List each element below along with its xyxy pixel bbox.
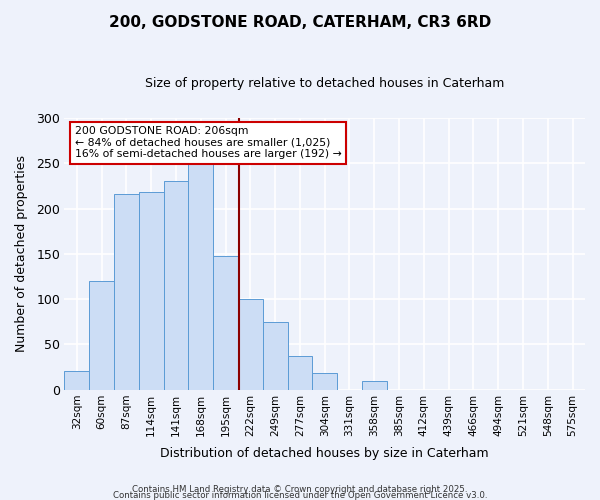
Bar [312,374,337,390]
Text: Contains HM Land Registry data © Crown copyright and database right 2025.: Contains HM Land Registry data © Crown c… [132,484,468,494]
X-axis label: Distribution of detached houses by size in Caterham: Distribution of detached houses by size … [160,447,489,460]
Bar [238,299,263,390]
Bar [64,372,89,390]
Bar [89,281,114,390]
Text: 200, GODSTONE ROAD, CATERHAM, CR3 6RD: 200, GODSTONE ROAD, CATERHAM, CR3 6RD [109,15,491,30]
Bar [213,256,238,390]
Bar [114,194,139,390]
Bar [287,356,312,390]
Bar [263,322,287,390]
Text: Contains public sector information licensed under the Open Government Licence v3: Contains public sector information licen… [113,490,487,500]
Y-axis label: Number of detached properties: Number of detached properties [15,156,28,352]
Bar [139,192,164,390]
Bar [188,164,213,390]
Bar [362,380,386,390]
Text: 200 GODSTONE ROAD: 206sqm
← 84% of detached houses are smaller (1,025)
16% of se: 200 GODSTONE ROAD: 206sqm ← 84% of detac… [75,126,341,160]
Title: Size of property relative to detached houses in Caterham: Size of property relative to detached ho… [145,78,505,90]
Bar [164,180,188,390]
